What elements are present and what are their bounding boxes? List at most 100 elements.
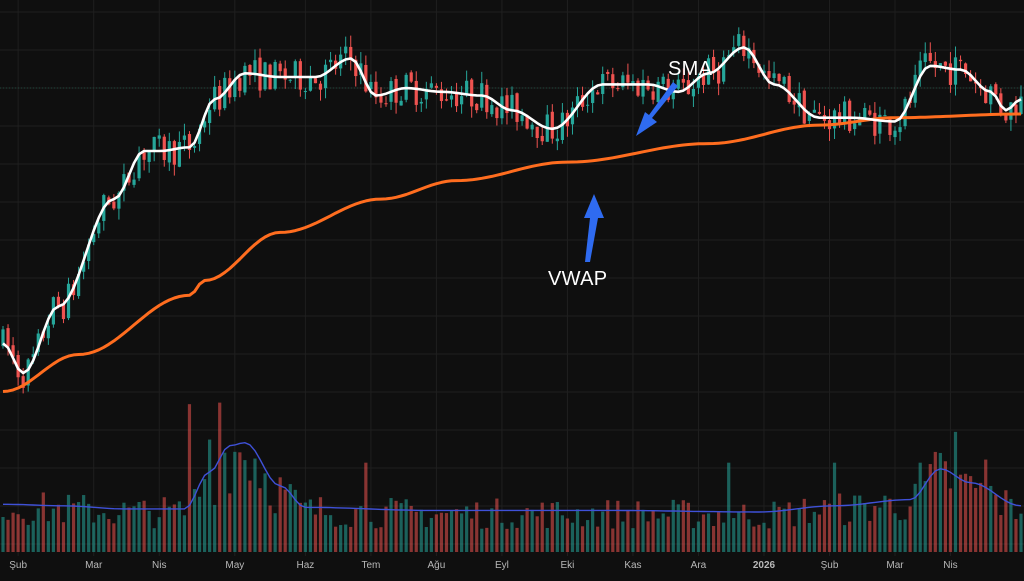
volume-bar (202, 479, 207, 552)
x-tick-label: 2026 (753, 560, 776, 571)
volume-bar (525, 508, 529, 552)
volume-bar (817, 514, 822, 552)
volume-bar (762, 522, 766, 552)
volume-bar (742, 504, 746, 552)
volume-bar (822, 500, 827, 552)
candle-body (137, 154, 141, 179)
volume-bar (11, 512, 15, 552)
candle-body (308, 77, 313, 91)
candle-body (182, 135, 187, 140)
volume-bar (334, 526, 338, 552)
volume-bar (127, 507, 131, 552)
volume-bar (263, 473, 267, 552)
volume-bar (460, 513, 464, 552)
x-tick-label: Mar (85, 560, 103, 571)
candle-body (898, 127, 902, 133)
candle-body (349, 46, 353, 59)
volume-bar (848, 521, 852, 552)
volume-bar (636, 501, 640, 552)
candle-body (817, 111, 822, 114)
candle-body (676, 79, 680, 89)
volume-bar (596, 526, 600, 552)
candle-body (475, 103, 479, 111)
candle-body (772, 73, 776, 79)
volume-bar (928, 464, 932, 552)
candle-body (192, 146, 197, 148)
volume-bar (888, 498, 892, 552)
x-tick-label: Şub (9, 560, 27, 571)
volume-bar (903, 519, 907, 552)
volume-bar (520, 515, 524, 552)
volume-bar (706, 513, 711, 552)
sma-arrow (636, 82, 678, 136)
candle-body (641, 79, 645, 97)
candle-body (162, 136, 166, 160)
candle-body (117, 192, 121, 209)
candle-body (520, 115, 524, 122)
candle-body (82, 261, 86, 272)
candle-body (253, 60, 257, 75)
candle-body (691, 88, 696, 97)
volume-bar (893, 513, 897, 552)
candle-body (591, 89, 595, 104)
candle-body (989, 86, 993, 105)
volume-bar (228, 493, 232, 552)
candle-body (782, 76, 786, 84)
volume-bar (253, 458, 257, 552)
candle-body (132, 179, 136, 185)
candle-body (706, 58, 711, 85)
volume-bar (686, 502, 690, 552)
volume-bars (1, 402, 1023, 552)
volume-bar (162, 497, 166, 552)
volume-bar (46, 521, 50, 552)
candle-body (152, 136, 156, 151)
candle-body (555, 138, 559, 142)
candle-body (711, 56, 716, 72)
candle-body (737, 34, 741, 46)
candle-body (701, 74, 706, 86)
candle-body (485, 84, 489, 113)
candle-body (611, 74, 615, 89)
volume-bar (339, 525, 343, 552)
candle-body (843, 101, 847, 124)
x-tick-label: Mar (886, 560, 904, 571)
volume-bar (102, 513, 106, 552)
volume-bar (61, 522, 66, 552)
candle-body (26, 359, 30, 386)
candle-body (812, 109, 816, 113)
grid-lines (0, 0, 1024, 556)
sma-line (2, 46, 1022, 375)
volume-bar (92, 522, 96, 552)
volume-bar (681, 500, 685, 552)
candle-body (66, 283, 71, 319)
volume-bar (485, 527, 489, 552)
x-tick-label: Eki (560, 560, 574, 571)
candle-body (278, 63, 282, 72)
candle-body (883, 115, 887, 117)
volume-bar (868, 520, 872, 552)
volume-bar (646, 521, 650, 552)
candle-body (560, 112, 564, 141)
x-tick-label: Kas (624, 560, 641, 571)
volume-bar (21, 518, 25, 552)
volume-bar (530, 509, 534, 552)
candle-body (515, 93, 519, 122)
candle-body (61, 303, 66, 320)
volume-bar (591, 508, 595, 552)
candle-body (167, 141, 171, 163)
volume-bar (117, 515, 121, 552)
volume-bar (732, 518, 736, 552)
x-tick-label: Şub (821, 560, 839, 571)
candle-body (621, 75, 625, 88)
candle-body (868, 110, 872, 115)
volume-bar (97, 514, 101, 552)
volume-bar (414, 511, 418, 552)
candle-body (832, 110, 837, 129)
volume-bar (137, 501, 141, 552)
candle-body (762, 70, 766, 74)
candle-body (948, 63, 953, 85)
volume-bar (671, 499, 675, 552)
candle-body (994, 84, 998, 95)
